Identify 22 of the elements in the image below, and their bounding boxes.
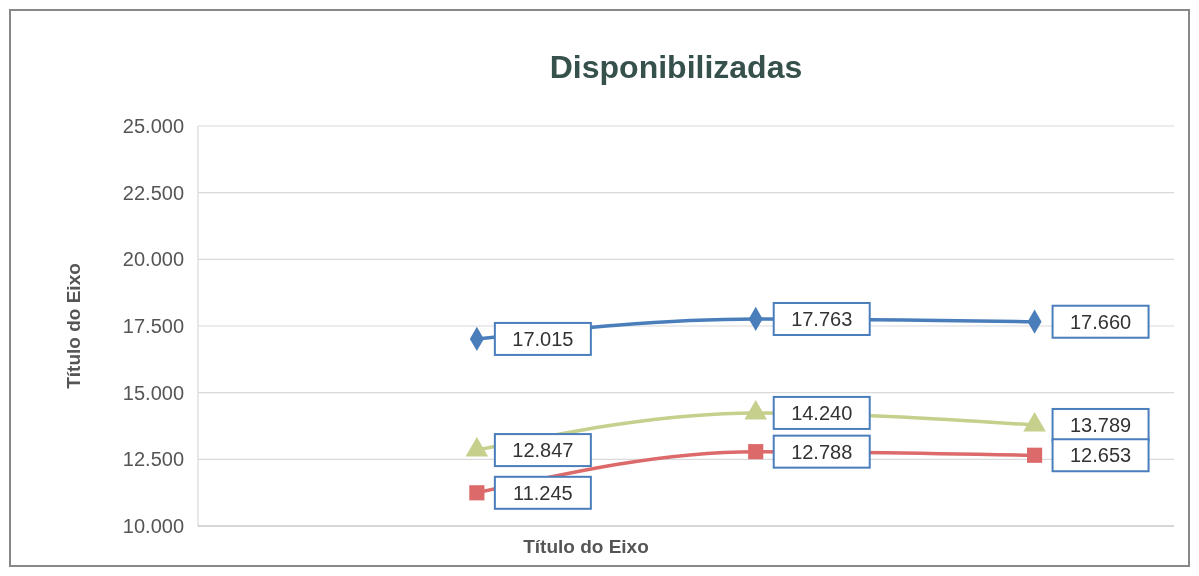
- y-tick-label: 22.500: [122, 181, 184, 204]
- data-label: 17.660: [1069, 310, 1132, 333]
- chart-title: Disponibilizadas: [549, 49, 803, 85]
- y-tick-label: 25.000: [122, 115, 184, 137]
- y-axis-title: Título do Eixo: [63, 263, 84, 389]
- y-tick-label: 15.000: [122, 381, 184, 404]
- data-label: 13.789: [1069, 413, 1132, 436]
- y-tick-label: 20.000: [122, 248, 184, 271]
- y-tick-label: 10.000: [122, 515, 184, 537]
- data-label: 17.763: [791, 307, 853, 330]
- point: [748, 444, 764, 460]
- x-axis-title: Título do Eixo: [523, 536, 649, 557]
- data-label: 17.015: [512, 327, 574, 350]
- y-tick-label: 12.500: [122, 448, 184, 471]
- data-label: 12.653: [1069, 444, 1132, 467]
- point: [469, 485, 485, 501]
- point: [1026, 447, 1043, 463]
- data-label: 11.245: [513, 481, 573, 504]
- data-label: 12.788: [791, 440, 853, 463]
- data-label: 14.240: [791, 401, 853, 424]
- y-tick-label: 17.500: [122, 315, 184, 337]
- data-label: 12.847: [512, 439, 574, 462]
